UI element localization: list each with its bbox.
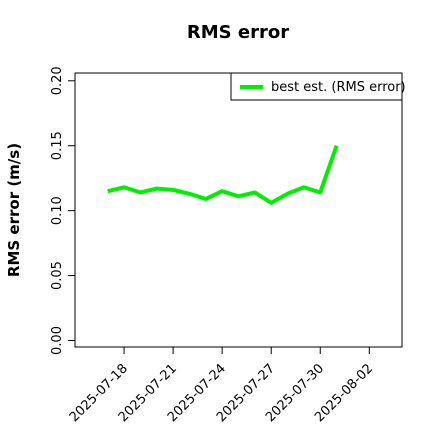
y-tick-label: 0.10: [50, 196, 65, 225]
y-tick-label: 0.20: [50, 66, 65, 95]
legend-label: best est. (RMS error): [271, 80, 406, 95]
plot-frame: [74, 72, 403, 348]
y-tick-label: 0.05: [50, 261, 65, 290]
y-tick-label: 0.15: [50, 131, 65, 160]
data-line: [107, 145, 339, 205]
y-tick-label: 0.00: [50, 326, 65, 355]
chart-title: RMS error: [187, 22, 289, 43]
y-axis-label: RMS error (m/s): [5, 143, 23, 277]
